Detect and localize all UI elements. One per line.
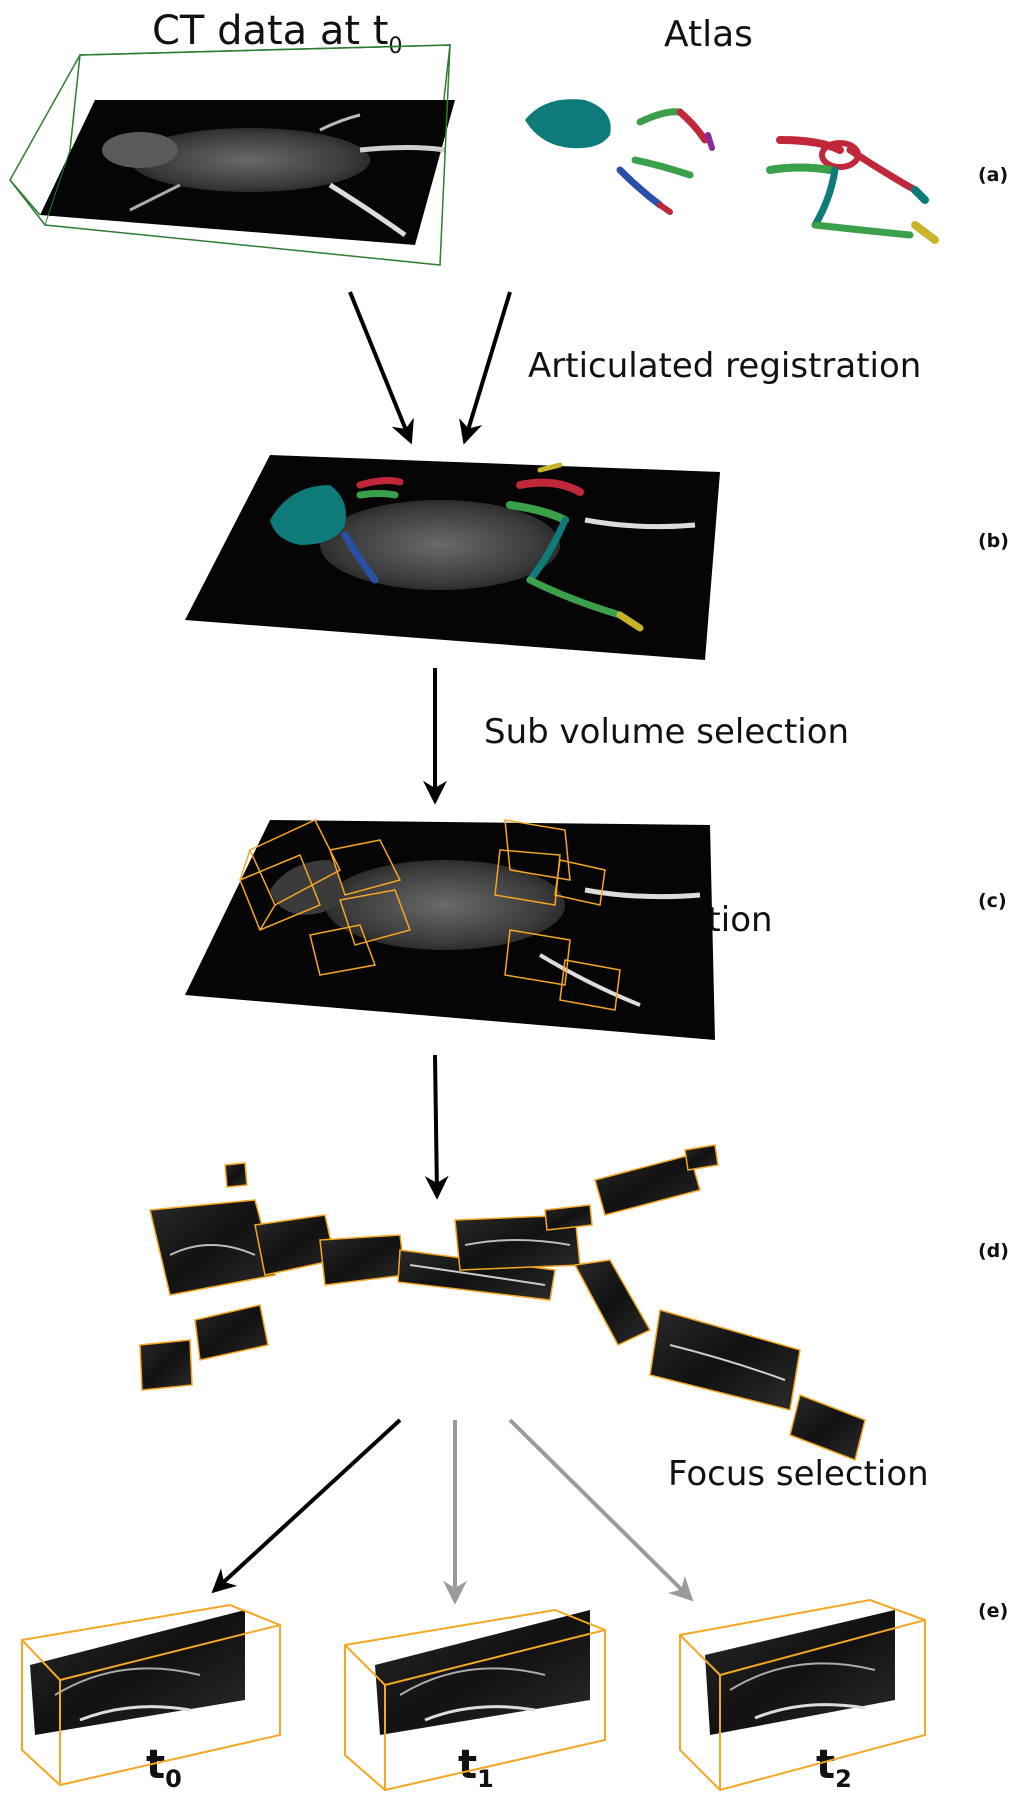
step-focus-selection: Focus selection [668, 1454, 929, 1494]
atlas-bone [616, 166, 664, 209]
timepoint-t1-base: t [458, 1742, 478, 1788]
ct-volume [9, 44, 455, 266]
atlas-bone [631, 156, 694, 179]
atlas-bones [525, 99, 939, 244]
focus-volume-t2 [679, 1598, 926, 1792]
focus-volume-t0 [21, 1603, 281, 1787]
timepoint-label-t0: t0 [146, 1742, 182, 1793]
atlas-bone [911, 221, 939, 244]
panel-label-a: (a) [978, 164, 1009, 186]
ct-data-title-text: CT data at t [152, 8, 389, 54]
apr-left-group [139, 1162, 556, 1391]
atlas-title: Atlas [664, 14, 753, 55]
atlas-bone [705, 132, 715, 151]
atlas-bone [657, 202, 673, 215]
timepoint-t1-sub: 1 [477, 1765, 494, 1793]
subvolume-ct [185, 819, 715, 1040]
ct-box-edge [44, 149, 71, 226]
timepoint-t2-base: t [816, 1742, 836, 1788]
atlas-skull [525, 99, 611, 149]
arrow-subvolume-to-apr [424, 1054, 449, 1200]
registered-ct [185, 455, 720, 660]
registered-skull [270, 485, 346, 545]
arrow-focus-t0 [211, 1418, 402, 1594]
panel-label-d: (d) [978, 1240, 1009, 1262]
atlas-bone [636, 108, 684, 126]
arrow-atlas-to-registration [459, 291, 512, 445]
apr-right-group [454, 1144, 866, 1462]
arrow-ct-to-registration [348, 291, 414, 445]
ct-box-edge [9, 179, 41, 216]
atlas-bone [811, 221, 914, 239]
timepoint-t2-sub: 2 [835, 1765, 852, 1793]
atlas-bone [846, 146, 919, 194]
panel-label-b: (b) [978, 530, 1009, 552]
step-sub-volume-selection: Sub volume selection [484, 712, 850, 752]
atlas-bone [911, 186, 929, 204]
atlas-bone [811, 166, 839, 229]
atlas-bone [766, 163, 834, 174]
arrow-focus-t2 [508, 1418, 694, 1602]
timepoint-label-t1: t1 [458, 1742, 494, 1793]
ct-box-front [9, 44, 451, 266]
atlas-bone [676, 108, 709, 144]
panel-label-e: (e) [978, 1600, 1009, 1622]
panel-label-c: (c) [978, 890, 1007, 912]
apr-visualization [139, 1144, 866, 1462]
step-articulated-registration: Articulated registration [528, 346, 922, 386]
ct-data-title: CT data at t0 [152, 8, 402, 59]
atlas-bone [776, 136, 844, 154]
mouse-silhouette-a [102, 113, 446, 238]
timepoint-t0-base: t [146, 1742, 166, 1788]
focus-volume-t1 [344, 1608, 606, 1792]
timepoint-label-t2: t2 [816, 1742, 852, 1793]
subvolume-boxes [239, 819, 621, 1011]
timepoint-t0-sub: 0 [165, 1765, 182, 1793]
